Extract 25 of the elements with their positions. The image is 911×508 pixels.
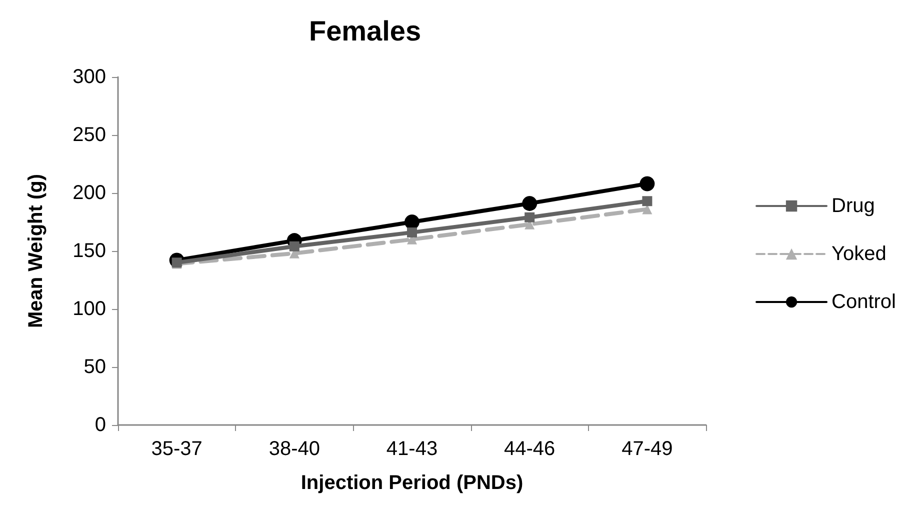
x-axis-title: Injection Period (PNDs) <box>300 472 524 494</box>
y-axis-title: Mean Weight (g) <box>25 174 47 328</box>
y-tick-label: 100 <box>72 298 106 320</box>
point <box>642 196 652 206</box>
legend-label: Drug <box>832 195 875 217</box>
y-tick-label: 50 <box>84 356 106 378</box>
y-tick-label: 250 <box>72 124 106 146</box>
x-tick-label: 41-43 <box>386 438 438 460</box>
point <box>407 227 417 238</box>
point <box>524 212 535 222</box>
point <box>522 196 538 211</box>
y-tick-label: 300 <box>72 66 106 88</box>
chart-title: Females <box>308 16 422 46</box>
point <box>404 214 420 230</box>
legend-label: Control <box>832 291 896 313</box>
point <box>289 241 300 252</box>
legend-label: Yoked <box>832 243 886 265</box>
x-tick-label: 35-37 <box>151 438 202 460</box>
x-tick-label: 38-40 <box>268 438 320 460</box>
x-tick-label: 47-49 <box>622 438 673 460</box>
y-tick-label: 200 <box>72 182 106 204</box>
y-tick-label: 150 <box>72 240 106 262</box>
y-tick-label: 0 <box>94 414 106 436</box>
x-tick-label: 44-46 <box>504 438 556 460</box>
point <box>640 176 655 192</box>
